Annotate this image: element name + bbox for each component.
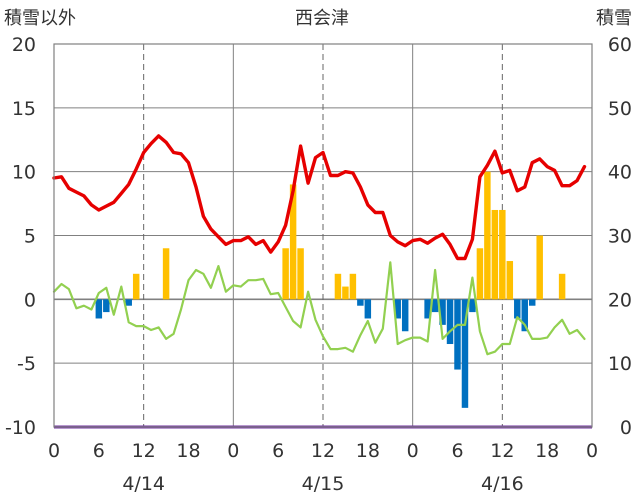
x-tick-label: 6	[451, 440, 463, 462]
bar-positive	[282, 248, 289, 300]
bar-negative	[469, 299, 476, 313]
bar-positive	[536, 235, 543, 300]
x-axis: 0 6 12 18 0 6 12 18 0 6 12 18 0 4/14 4/15 4/16	[48, 440, 598, 495]
bar-positive	[506, 261, 514, 300]
x-tick-label: 0	[586, 440, 598, 462]
bar-negative	[394, 299, 401, 319]
bar-negative	[357, 299, 364, 306]
x-tick-label: 18	[535, 440, 559, 462]
left-tick-label: 15	[12, 98, 36, 120]
bar-negative	[401, 299, 409, 332]
x-tick-label: 12	[490, 440, 514, 462]
right-tick-label: 30	[608, 226, 632, 248]
left-tick-label: -10	[5, 417, 36, 439]
bar-positive	[499, 209, 506, 300]
right-tick-label: 20	[608, 289, 632, 311]
right-axis-title: 積雪	[596, 8, 632, 29]
left-axis-title: 積雪以外	[4, 8, 76, 29]
bar-negative	[528, 299, 536, 306]
bar-negative	[364, 299, 372, 319]
bar-positive	[162, 248, 170, 300]
bar-negative	[514, 299, 521, 319]
right-tick-label: 50	[608, 98, 632, 120]
x-tick-label: 0	[227, 440, 239, 462]
x-tick-label: 6	[93, 440, 105, 462]
bar-positive	[349, 273, 357, 300]
bar-positive	[558, 273, 566, 300]
bar-positive	[132, 273, 140, 300]
right-tick-label: 40	[608, 162, 632, 184]
left-tick-label: 20	[12, 34, 36, 56]
plot-border	[53, 43, 593, 428]
right-y-axis: 60 50 40 30 20 10 0	[608, 34, 632, 439]
bar-negative	[521, 299, 528, 332]
left-y-axis: 20 15 10 5 0 -5 -10	[5, 34, 36, 439]
left-tick-label: 0	[24, 289, 36, 311]
bar-positive	[491, 209, 499, 300]
bar-positive	[334, 273, 342, 300]
bar-negative	[446, 299, 454, 345]
x-tick-label: 12	[311, 440, 335, 462]
bar-negative	[454, 299, 461, 370]
bar-negative	[461, 299, 469, 408]
grid	[54, 44, 592, 427]
plot-frame	[53, 43, 593, 428]
x-tick-label: 18	[356, 440, 380, 462]
bar-positive	[484, 171, 491, 300]
bar-negative	[125, 299, 132, 306]
left-tick-label: 10	[12, 162, 36, 184]
x-tick-label: 0	[407, 440, 419, 462]
bar-positive	[297, 248, 304, 300]
bar-positive	[289, 184, 297, 300]
green-series-line	[52, 261, 586, 356]
right-tick-label: 60	[608, 34, 632, 56]
left-tick-label: 5	[24, 226, 36, 248]
date-label: 4/16	[481, 473, 524, 495]
bar-negative	[439, 299, 446, 325]
date-label: 4/14	[122, 473, 165, 495]
bar-positive	[476, 248, 484, 300]
bar-negative	[431, 299, 439, 313]
red-series-line	[52, 134, 587, 261]
x-tick-label: 6	[272, 440, 284, 462]
x-tick-label: 12	[132, 440, 156, 462]
right-tick-label: 0	[620, 417, 632, 439]
bar-negative	[424, 299, 431, 319]
left-tick-label: -5	[17, 353, 36, 375]
date-label: 4/15	[302, 473, 345, 495]
right-tick-label: 10	[608, 353, 632, 375]
x-tick-label: 18	[176, 440, 200, 462]
bar-series	[95, 171, 566, 408]
bar-negative	[103, 299, 110, 313]
chart-title: 西会津	[295, 8, 349, 29]
bar-negative	[95, 299, 103, 319]
x-tick-label: 0	[48, 440, 60, 462]
bar-positive	[342, 286, 349, 300]
